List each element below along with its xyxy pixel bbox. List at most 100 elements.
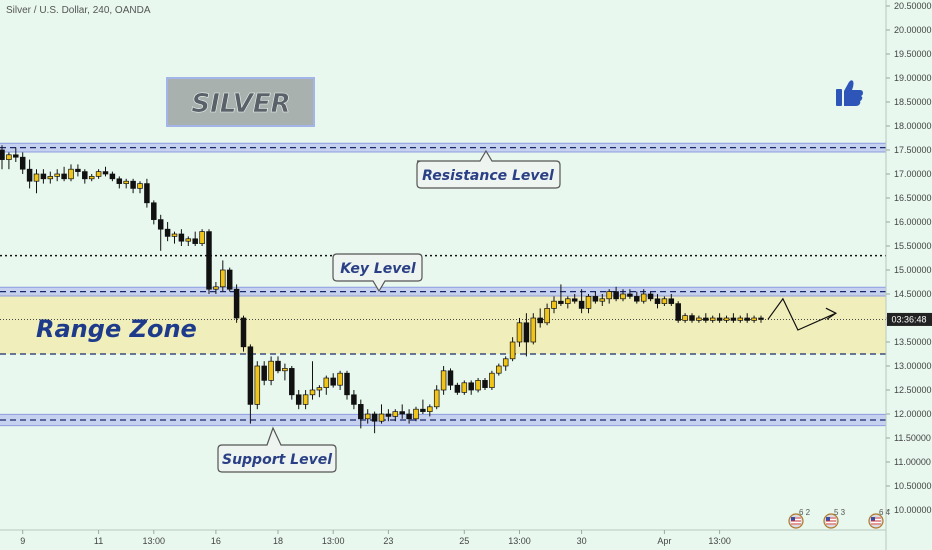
candle-down — [240, 317, 247, 348]
silver-label-text: SILVER — [191, 89, 290, 119]
price-tick-label: 16.50000 — [894, 193, 932, 203]
current-price-tag-bg — [887, 312, 932, 326]
candle-up — [33, 173, 40, 182]
candle-down — [578, 300, 585, 309]
flag-count-text: 6 4 — [879, 508, 891, 517]
candle-down — [537, 317, 543, 324]
time-tick-label: 16 — [211, 536, 221, 546]
key-callout-bubble — [332, 253, 423, 293]
key-level-band — [0, 286, 886, 297]
time-tick-label: 25 — [459, 536, 469, 546]
candle-up — [123, 180, 129, 184]
candle-up — [530, 317, 537, 343]
price-tick-label: 19.00000 — [894, 73, 932, 83]
candle-down — [385, 413, 392, 417]
us-flag-icon[interactable]: 5 3 — [823, 508, 846, 529]
price-tick-label: 12.50000 — [894, 385, 932, 395]
candle-up — [737, 317, 744, 321]
candle-up — [544, 308, 550, 324]
candle-down — [206, 231, 212, 290]
flag-canton — [871, 517, 875, 521]
candle-up — [433, 389, 440, 408]
candle-down — [261, 365, 267, 381]
candle-up — [599, 298, 606, 302]
candle-down — [164, 228, 171, 237]
flag-canton — [826, 517, 830, 521]
candle-down — [647, 293, 654, 300]
candle-up — [88, 176, 95, 180]
candle-up — [475, 380, 481, 391]
event-flags[interactable]: 6 2 5 3 6 4 — [788, 508, 891, 529]
price-tick-label: 10.50000 — [894, 481, 932, 491]
candle-down — [330, 377, 336, 386]
candle-up — [171, 233, 178, 237]
candle-down — [351, 394, 357, 405]
candle-down — [758, 317, 764, 320]
time-tick-label: 18 — [273, 536, 283, 546]
price-tick-label: 20.50000 — [894, 1, 932, 11]
silver-label-box: SILVER — [166, 77, 315, 127]
us-flag-icon[interactable]: 6 4 — [868, 508, 891, 529]
candle-down — [454, 384, 461, 393]
candle-down — [26, 168, 33, 182]
candle-down — [75, 168, 81, 172]
resistance-callout-bubble — [416, 149, 561, 189]
current-price-tag-text: 03:36:48 — [891, 314, 926, 324]
candle-up — [254, 365, 261, 405]
candle-down — [523, 322, 530, 343]
flag-canton — [791, 517, 795, 521]
candle-up — [213, 286, 219, 290]
candle-up — [54, 173, 60, 177]
candle-down — [744, 317, 750, 321]
candle-down — [289, 368, 295, 396]
time-tick-label: 13:00 — [708, 536, 731, 546]
candle-up — [323, 377, 330, 388]
candle-down — [634, 296, 640, 302]
candle-down — [226, 269, 233, 290]
candle-down — [275, 360, 281, 372]
time-tick-label: 23 — [383, 536, 393, 546]
candle-down — [151, 202, 157, 220]
us-flag-icon[interactable]: 6 2 — [788, 508, 811, 529]
candle-down — [406, 413, 412, 420]
price-tick-label: 13.50000 — [894, 337, 932, 347]
price-tick-label: 18.00000 — [894, 121, 932, 131]
price-axis-ticks[interactable]: 20.50000 20.00000 19.50000 19.00000 18.50000… — [886, 1, 932, 515]
candle-up — [496, 365, 502, 374]
candle-up — [199, 231, 205, 244]
candle-up — [282, 368, 288, 372]
support-callout-bubble — [217, 426, 337, 473]
candle-up — [302, 394, 309, 405]
candle-up — [47, 176, 54, 180]
candle-up — [661, 298, 668, 304]
time-tick-label: 13:00 — [322, 536, 345, 546]
resistance-callout-text: Resistance Level — [422, 168, 554, 184]
candle-down — [730, 317, 737, 321]
candle-up — [585, 296, 592, 309]
candle-down — [157, 219, 164, 230]
candle-down — [178, 233, 185, 242]
time-tick-label: 9 — [20, 536, 25, 546]
thumbs-up-icon[interactable] — [836, 80, 863, 106]
candle-up — [696, 317, 702, 321]
flag-count-text: 6 2 — [799, 508, 811, 517]
candle-down — [358, 404, 364, 420]
time-axis-ticks[interactable]: 9 11 13:00 16 18 13:00 23 25 13:00 30 Apr 13:00 — [20, 530, 731, 546]
candle-down — [571, 298, 578, 302]
price-tick-label: 17.50000 — [894, 145, 932, 155]
price-tick-label: 11.50000 — [894, 433, 931, 443]
price-tick-label: 19.50000 — [894, 49, 932, 59]
candle-up — [309, 389, 316, 396]
price-tick-label: 11.00000 — [894, 457, 931, 467]
support-level-band — [0, 413, 886, 427]
candle-down — [468, 382, 474, 391]
price-tick-label: 13.00000 — [894, 361, 932, 371]
support-callout-text: Support Level — [222, 452, 332, 468]
candle-down — [40, 173, 47, 180]
candle-up — [461, 382, 468, 393]
candle-down — [482, 380, 488, 388]
projection-path — [767, 297, 837, 331]
candles-group — [0, 145, 764, 434]
